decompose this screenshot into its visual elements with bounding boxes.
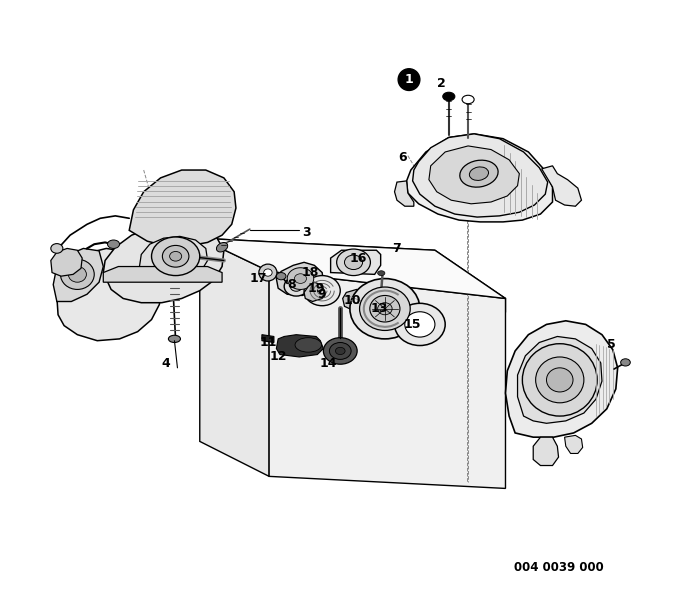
Ellipse shape xyxy=(350,279,420,339)
Ellipse shape xyxy=(329,343,351,359)
Ellipse shape xyxy=(443,92,455,101)
Ellipse shape xyxy=(462,95,474,104)
Text: 14: 14 xyxy=(320,356,337,370)
Text: 13: 13 xyxy=(370,302,388,315)
Polygon shape xyxy=(277,335,323,357)
Ellipse shape xyxy=(287,268,313,289)
Polygon shape xyxy=(277,262,323,295)
Ellipse shape xyxy=(108,240,120,248)
Ellipse shape xyxy=(60,259,95,289)
Polygon shape xyxy=(533,437,559,466)
Text: 10: 10 xyxy=(343,294,361,307)
Polygon shape xyxy=(395,181,414,206)
Circle shape xyxy=(398,69,420,90)
Polygon shape xyxy=(140,236,208,280)
Polygon shape xyxy=(199,238,505,312)
Ellipse shape xyxy=(336,249,370,276)
Polygon shape xyxy=(413,134,548,217)
Polygon shape xyxy=(51,248,82,276)
Ellipse shape xyxy=(163,245,189,267)
Polygon shape xyxy=(429,146,519,204)
Ellipse shape xyxy=(152,237,199,276)
Ellipse shape xyxy=(168,335,181,343)
Polygon shape xyxy=(407,134,553,222)
Text: 18: 18 xyxy=(302,266,319,279)
Polygon shape xyxy=(199,238,269,476)
Ellipse shape xyxy=(284,277,309,296)
Text: 004 0039 000: 004 0039 000 xyxy=(514,561,603,574)
Text: 17: 17 xyxy=(250,272,267,285)
Text: 6: 6 xyxy=(399,151,407,165)
Polygon shape xyxy=(199,238,505,298)
Ellipse shape xyxy=(291,282,302,291)
Text: 15: 15 xyxy=(404,318,421,331)
Polygon shape xyxy=(505,321,618,437)
Ellipse shape xyxy=(460,160,498,187)
Ellipse shape xyxy=(336,347,345,355)
Polygon shape xyxy=(304,282,325,302)
Polygon shape xyxy=(129,170,236,246)
Ellipse shape xyxy=(68,267,86,282)
Ellipse shape xyxy=(546,368,573,392)
Polygon shape xyxy=(104,223,224,303)
Text: 5: 5 xyxy=(607,338,616,352)
Polygon shape xyxy=(564,435,582,453)
Ellipse shape xyxy=(377,271,385,276)
Text: 12: 12 xyxy=(270,350,287,364)
Ellipse shape xyxy=(621,359,630,366)
Polygon shape xyxy=(541,166,582,206)
Text: 4: 4 xyxy=(161,356,170,370)
Polygon shape xyxy=(54,248,104,302)
Ellipse shape xyxy=(345,255,363,270)
Ellipse shape xyxy=(404,312,435,337)
Text: 11: 11 xyxy=(259,336,277,349)
Ellipse shape xyxy=(259,264,277,281)
Text: 3: 3 xyxy=(302,226,311,239)
Polygon shape xyxy=(262,335,274,343)
Polygon shape xyxy=(518,336,602,423)
Text: 8: 8 xyxy=(288,278,296,291)
Ellipse shape xyxy=(536,357,584,403)
Ellipse shape xyxy=(359,287,410,330)
Ellipse shape xyxy=(323,338,357,364)
Polygon shape xyxy=(269,271,505,488)
Ellipse shape xyxy=(304,276,341,306)
Ellipse shape xyxy=(370,295,400,322)
Ellipse shape xyxy=(377,303,392,315)
Polygon shape xyxy=(104,267,222,282)
Text: 7: 7 xyxy=(393,242,401,255)
Text: 19: 19 xyxy=(307,282,325,295)
Ellipse shape xyxy=(277,273,286,280)
Ellipse shape xyxy=(295,338,322,352)
Polygon shape xyxy=(331,250,381,274)
Ellipse shape xyxy=(263,269,272,276)
Text: 2: 2 xyxy=(436,77,445,90)
Ellipse shape xyxy=(523,344,597,416)
Ellipse shape xyxy=(170,251,181,261)
Ellipse shape xyxy=(295,274,306,283)
Ellipse shape xyxy=(51,244,63,253)
Polygon shape xyxy=(57,248,162,341)
Text: 16: 16 xyxy=(350,251,367,265)
Text: 9: 9 xyxy=(318,288,327,301)
Polygon shape xyxy=(343,289,367,311)
Text: 1: 1 xyxy=(404,73,414,86)
Ellipse shape xyxy=(395,303,445,346)
Ellipse shape xyxy=(216,242,228,252)
Ellipse shape xyxy=(469,167,489,180)
